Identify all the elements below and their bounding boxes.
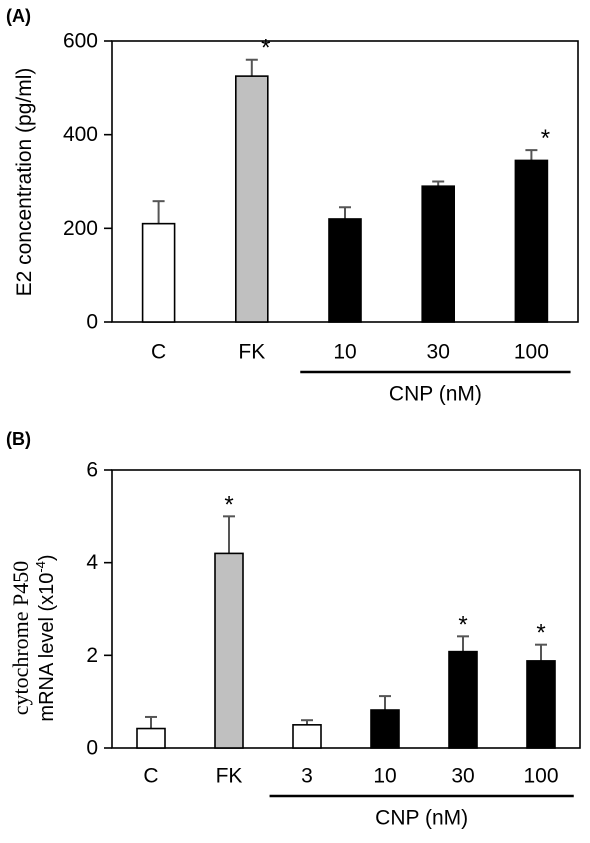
panel-b-label: (B) <box>6 429 31 449</box>
panel-b-y-tick-label: 6 <box>86 459 98 482</box>
panel-b-group-label: CNP (nM) <box>375 807 468 830</box>
panel-b-x-tick-label: 10 <box>373 765 396 788</box>
panel-b-x-tick-label: FK <box>216 765 243 788</box>
panel-a-bar <box>235 75 269 323</box>
panel-b-plot: 0 2 4 6 C FK * 3 10 30 * 100 * CNP (nM) <box>86 459 581 830</box>
panel-b-y-axis-label-line2: mRNA level (x10-4) <box>33 554 58 721</box>
panel-a-bar <box>421 185 456 323</box>
panel-a-y-axis-label: E2 concentration (pg/ml) <box>13 68 36 297</box>
panel-b-plot-frame <box>111 469 581 749</box>
panel-a-x-tick-label: FK <box>238 341 265 364</box>
panel-a-x-tick-label: 100 <box>514 341 549 364</box>
panel-b-x-tick-label: 3 <box>301 765 313 788</box>
panel-b-y-axis-label-superscript: -4 <box>33 561 48 573</box>
panel-b-y-axis-label-main: mRNA level (x10 <box>36 573 58 722</box>
panel-a-y-tick-label: 400 <box>63 123 98 146</box>
panel-b-x-tick-label: 30 <box>451 765 474 788</box>
panel-b-bar <box>214 552 244 749</box>
panel-b-y-axis-label-end: ) <box>36 554 58 561</box>
panel-a-y-tick-label: 600 <box>63 30 98 53</box>
panel-b-y-tick-label: 0 <box>86 737 98 760</box>
panel-b-y-tick-label: 2 <box>86 644 98 667</box>
panel-b: (B) cytochrome P450 mRNA level (x10-4) 0… <box>6 429 581 830</box>
panel-a-y-tick-label: 0 <box>86 311 98 334</box>
panel-b-bar <box>136 727 166 749</box>
panel-a-x-tick-label: C <box>151 341 166 364</box>
panel-b-bar <box>526 660 556 749</box>
panel-a-bar <box>141 222 176 323</box>
panel-b-significance-marker: * <box>536 620 545 647</box>
panel-b-significance-marker: * <box>224 491 233 518</box>
panel-b-x-tick-label: C <box>143 765 158 788</box>
panel-a-y-tick-label: 200 <box>63 217 98 240</box>
panel-a-label: (A) <box>6 6 31 26</box>
panel-b-significance-marker: * <box>458 611 467 638</box>
panel-a-x-tick-label: 10 <box>333 341 356 364</box>
panel-a-x-tick-label: 30 <box>427 341 450 364</box>
panel-a-plot: 0 200 400 600 C FK * 10 30 100 * CNP (nM) <box>63 30 579 406</box>
panel-b-y-tick-label: 4 <box>86 551 98 574</box>
panel-b-bar <box>292 724 322 749</box>
panel-b-x-tick-label: 100 <box>523 765 558 788</box>
panel-a-bar <box>328 218 362 323</box>
panel-b-y-axis-label-line1: cytochrome P450 <box>8 561 33 716</box>
panel-b-bar <box>370 709 400 749</box>
panel-a: (A) E2 concentration (pg/ml) 0 200 400 600 C… <box>6 6 579 406</box>
panel-a-significance-marker: * <box>261 35 270 62</box>
panel-b-bar <box>448 650 478 749</box>
panel-a-significance-marker: * <box>541 125 550 152</box>
panel-a-bar <box>514 159 549 323</box>
panel-a-group-label: CNP (nM) <box>389 383 482 406</box>
